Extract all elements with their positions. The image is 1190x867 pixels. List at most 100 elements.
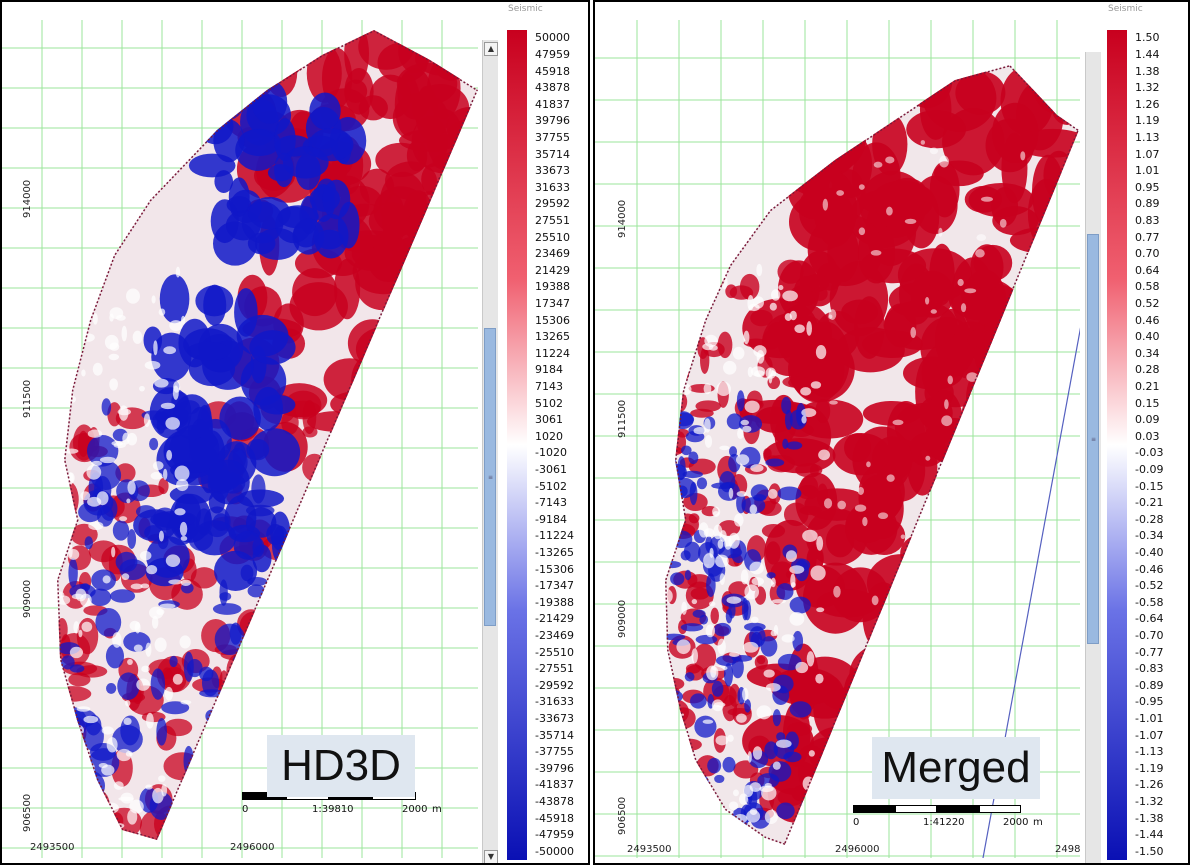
colorbar-tick-label: 33673 <box>535 164 570 178</box>
amplitude-patch <box>196 87 241 104</box>
amplitude-patch <box>71 593 84 600</box>
colorbar-tick-label: 1.13 <box>1135 130 1160 144</box>
amplitude-patch <box>186 341 231 361</box>
amplitude-patch <box>665 454 677 475</box>
amplitude-patch <box>806 321 812 336</box>
colorbar-tick-label: -0.03 <box>1135 446 1164 460</box>
colorbar-tick-label: 7143 <box>535 379 563 393</box>
amplitude-patch <box>113 781 124 790</box>
amplitude-patch <box>769 302 777 311</box>
amplitude-patch <box>159 274 190 324</box>
seismic-map-svg <box>595 20 1080 858</box>
amplitude-patch <box>146 565 158 575</box>
amplitude-patch <box>892 419 904 426</box>
amplitude-patch <box>681 601 687 615</box>
scale-end-label: 2000 <box>402 804 428 815</box>
amplitude-patch <box>229 622 242 645</box>
colorbar-tick-label: 1.07 <box>1135 147 1160 161</box>
amplitude-patch <box>765 682 781 692</box>
colorbar-tick-label: -0.70 <box>1135 628 1164 642</box>
amplitude-patch <box>1036 411 1079 449</box>
amplitude-patch <box>698 783 708 805</box>
amplitude-patch <box>828 309 837 321</box>
amplitude-patch <box>686 323 701 333</box>
chevron-down-icon[interactable]: ▼ <box>484 850 498 863</box>
amplitude-patch <box>881 627 953 672</box>
amplitude-patch <box>886 474 895 482</box>
amplitude-patch <box>188 153 236 178</box>
colorbar-tick-label: -11224 <box>535 529 574 543</box>
amplitude-patch <box>151 615 159 629</box>
amplitude-patch <box>175 266 181 278</box>
amplitude-patch <box>671 285 694 301</box>
amplitude-patch <box>117 672 140 700</box>
amplitude-patch <box>164 718 193 737</box>
amplitude-patch <box>278 677 308 712</box>
colorbar-tick-label: -0.64 <box>1135 612 1164 626</box>
amplitude-patch <box>818 449 831 461</box>
amplitude-patch <box>947 375 953 385</box>
amplitude-patch <box>695 282 701 294</box>
amplitude-patch <box>294 710 321 738</box>
amplitude-patch <box>1027 311 1079 337</box>
amplitude-patch <box>665 689 683 703</box>
amplitude-patch <box>226 654 248 688</box>
amplitude-patch <box>859 694 887 730</box>
amplitude-patch <box>728 651 740 658</box>
amplitude-patch <box>744 584 760 600</box>
map-canvas[interactable]: 914000 911500 909000 906500 2493500 2496… <box>595 20 1080 858</box>
scale-ratio-label: 1:39810 <box>312 804 354 815</box>
map-canvas[interactable]: 914000 911500 909000 906500 2493500 2496… <box>2 20 478 858</box>
amplitude-patch <box>174 508 186 516</box>
colorbar-tick-label: 50000 <box>535 31 570 45</box>
amplitude-patch <box>712 511 720 516</box>
amplitude-patch <box>715 735 729 746</box>
amplitude-patch <box>380 335 427 361</box>
colorbar-tick-label: 0.58 <box>1135 280 1160 294</box>
amplitude-patch <box>704 418 711 433</box>
amplitude-patch <box>739 793 749 805</box>
amplitude-patch <box>750 464 764 473</box>
amplitude-patch <box>108 353 120 361</box>
vertical-scrollbar[interactable]: ≡ <box>1085 52 1101 863</box>
amplitude-patch <box>242 34 267 83</box>
amplitude-patch <box>281 410 299 435</box>
amplitude-patch <box>733 813 748 824</box>
amplitude-patch <box>750 616 759 624</box>
colorbar-tick-label: 11224 <box>535 346 570 360</box>
scroll-thumb[interactable]: ≡ <box>484 328 496 626</box>
amplitude-patch <box>92 313 98 325</box>
amplitude-patch <box>373 414 417 442</box>
amplitude-patch <box>117 408 132 416</box>
colorbar-tick-label: -45918 <box>535 811 574 825</box>
vertical-scrollbar[interactable]: ▲ ≡ ▼ <box>482 40 498 863</box>
amplitude-patch <box>999 380 1005 385</box>
amplitude-patch <box>795 463 823 478</box>
amplitude-patch <box>773 624 779 637</box>
amplitude-patch <box>57 812 77 838</box>
colorbar-labels: 50000 47959 45918 43878 41837 39796 37755 35714… <box>535 30 588 860</box>
amplitude-patch <box>810 381 822 389</box>
amplitude-patch <box>749 782 762 793</box>
colorbar-tick-label: 1.26 <box>1135 97 1160 111</box>
y-tick-label: 914000 <box>22 179 33 218</box>
amplitude-patch <box>197 83 245 122</box>
amplitude-patch <box>680 383 692 396</box>
amplitude-patch <box>808 750 815 757</box>
scroll-thumb[interactable]: ≡ <box>1087 234 1099 644</box>
amplitude-patch <box>955 71 1006 115</box>
colorbar-tick-label: 13265 <box>535 330 570 344</box>
amplitude-patch <box>977 462 986 471</box>
amplitude-patch <box>930 309 937 314</box>
amplitude-patch <box>199 689 225 698</box>
chevron-up-icon[interactable]: ▲ <box>484 42 498 56</box>
colorbar-tick-label: 0.89 <box>1135 197 1160 211</box>
amplitude-patch <box>164 686 174 701</box>
amplitude-patch <box>1009 552 1071 620</box>
amplitude-patch <box>691 599 698 605</box>
amplitude-patch <box>730 817 736 822</box>
amplitude-patch <box>747 751 752 763</box>
amplitude-patch <box>151 332 192 382</box>
amplitude-patch <box>162 468 168 481</box>
colorbar-tick-label: 9184 <box>535 363 563 377</box>
